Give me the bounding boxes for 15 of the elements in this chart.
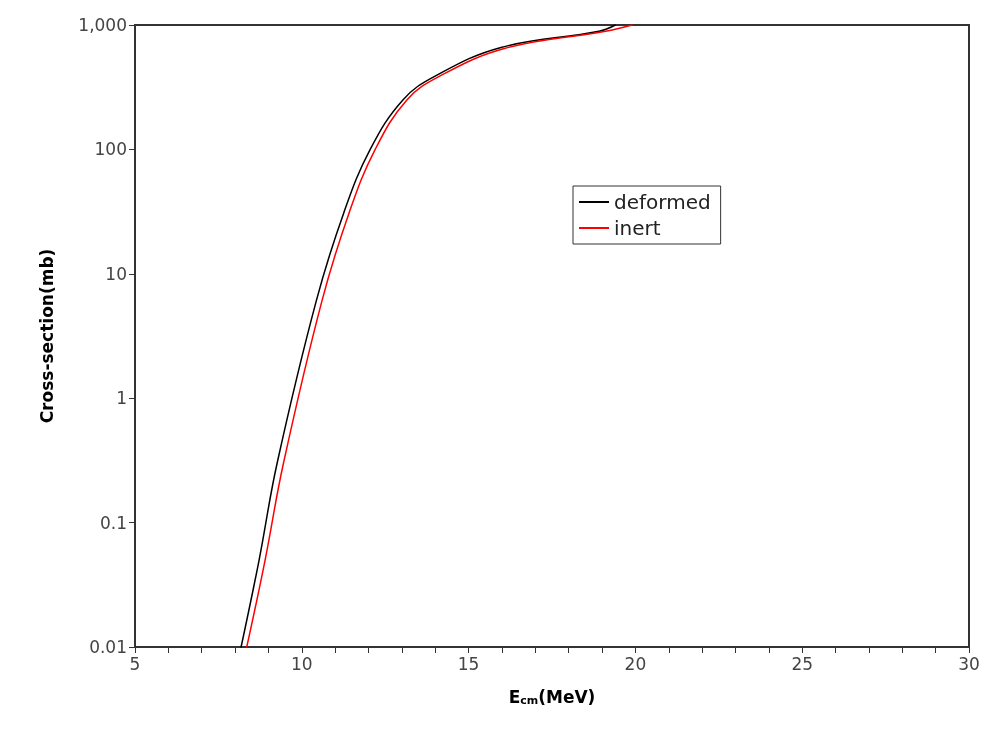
y-tick-label: 100 [94,139,127,160]
y-axis-title: Cross-section(mb) [36,248,57,424]
y-tick-label: 0.1 [99,512,127,533]
y-tick-label: 1 [116,388,127,409]
legend-label: inert [614,216,661,240]
y-tick-label: 10 [105,263,127,284]
legend-label: deformed [614,190,711,214]
x-tick-label: 30 [958,653,980,674]
y-tick-label: 1,000 [78,15,127,35]
x-tick-label: 15 [457,653,480,674]
y-tick-label: 0.01 [89,637,127,657]
x-tick-label: 5 [129,653,141,674]
x-tick-label: 20 [624,653,647,674]
x-tick-label: 10 [290,653,313,674]
x-tick-label: 25 [791,653,814,674]
